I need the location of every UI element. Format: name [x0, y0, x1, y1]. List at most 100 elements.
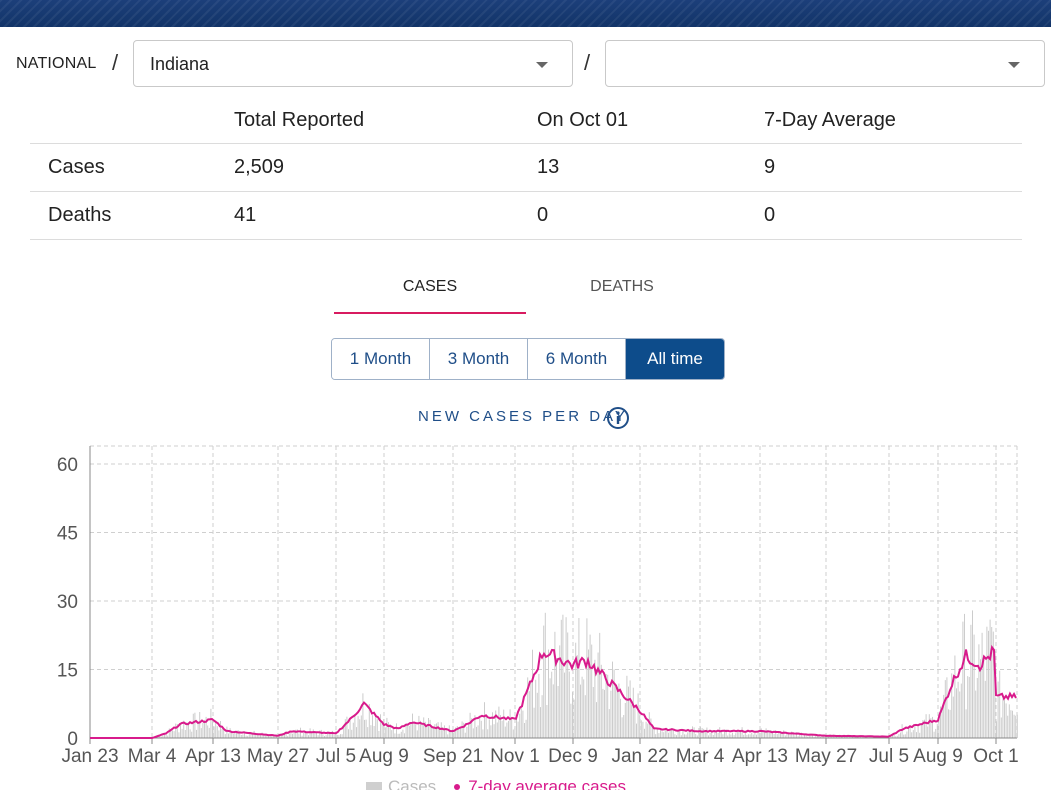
case-bar: [632, 687, 634, 738]
case-bar: [687, 732, 689, 738]
case-bar: [178, 732, 180, 738]
case-bar: [533, 707, 535, 738]
case-bar: [967, 676, 969, 738]
case-bar: [912, 730, 914, 738]
tab-deaths[interactable]: DEATHS: [590, 278, 654, 295]
case-bar: [735, 733, 737, 738]
case-bar: [341, 734, 343, 738]
case-bar: [410, 722, 412, 738]
x-tick-label: Jul 5: [316, 746, 356, 767]
x-tick-label: Jan 22: [611, 746, 668, 767]
case-bar: [173, 731, 175, 738]
case-bar: [743, 734, 745, 738]
case-bar: [500, 715, 501, 738]
tab-cases[interactable]: CASES: [334, 262, 526, 314]
case-bar: [183, 720, 185, 738]
case-bar: [836, 736, 837, 738]
case-bar: [919, 732, 921, 738]
county-select[interactable]: [605, 40, 1045, 87]
case-bar: [938, 718, 940, 738]
case-bar: [968, 677, 970, 738]
case-bar: [210, 708, 212, 738]
case-bar: [688, 731, 690, 738]
case-bar: [501, 720, 503, 738]
case-bar: [508, 720, 509, 738]
case-bar: [349, 720, 351, 738]
breadcrumb-national-link[interactable]: NATIONAL: [16, 55, 97, 72]
case-bar: [767, 730, 769, 738]
case-bar: [794, 735, 796, 738]
case-bar: [293, 732, 295, 738]
case-bar: [384, 727, 386, 738]
case-bar: [296, 729, 298, 738]
case-bar: [797, 735, 799, 738]
case-bar: [658, 733, 660, 738]
case-bar: [815, 735, 817, 738]
case-bar: [965, 709, 967, 738]
case-bar: [159, 735, 161, 738]
range-3-month-button[interactable]: 3 Month: [430, 339, 528, 379]
case-bar: [244, 733, 245, 738]
case-bar: [381, 722, 383, 738]
range-6-month-button[interactable]: 6 Month: [528, 339, 626, 379]
case-bar: [655, 734, 657, 738]
case-bar: [420, 720, 421, 738]
case-bar: [600, 664, 602, 738]
case-bar: [695, 734, 697, 738]
case-bar: [506, 722, 508, 738]
case-bar: [468, 724, 469, 738]
case-bar: [197, 723, 199, 738]
case-bar: [696, 735, 698, 738]
case-bar: [586, 618, 588, 738]
x-tick-label: Sep 21: [423, 746, 483, 767]
legend-avg-label: 7-day average cases: [468, 777, 627, 790]
cell-total: 2,509: [234, 142, 537, 191]
case-bar: [991, 627, 993, 738]
case-bar: [708, 735, 709, 738]
case-bar: [640, 720, 642, 738]
case-bar: [628, 686, 629, 738]
x-tick-label: Nov 1: [490, 746, 540, 767]
case-bar: [436, 723, 437, 738]
case-bar: [984, 680, 986, 738]
case-bar: [898, 734, 900, 738]
case-bar: [530, 680, 532, 738]
case-bar: [484, 702, 485, 738]
case-bar: [432, 726, 434, 738]
case-bar: [232, 733, 234, 738]
case-bar: [236, 732, 237, 738]
case-bar: [685, 734, 687, 738]
case-bar: [1013, 714, 1015, 738]
case-bar: [904, 734, 906, 738]
case-bar: [220, 721, 221, 738]
case-bar: [1000, 717, 1002, 738]
case-bar: [372, 715, 373, 738]
info-icon[interactable]: [606, 406, 630, 430]
case-bar: [250, 732, 252, 738]
case-bar: [176, 724, 178, 738]
case-bar: [388, 722, 389, 738]
case-bar: [568, 671, 570, 738]
case-bar: [317, 735, 319, 738]
case-bar: [760, 728, 762, 738]
case-bar: [960, 683, 962, 738]
case-bar: [560, 619, 562, 738]
case-bar: [608, 709, 610, 738]
case-bar: [946, 677, 948, 738]
case-bar: [970, 624, 972, 738]
case-bar: [221, 728, 223, 738]
case-bar: [439, 727, 441, 738]
case-bar: [492, 712, 493, 738]
case-bar: [386, 717, 388, 738]
case-bar: [247, 735, 249, 738]
range-all-time-button[interactable]: All time: [626, 339, 724, 379]
case-bar: [975, 690, 977, 738]
state-select[interactable]: Indiana: [133, 40, 573, 87]
case-bar: [812, 735, 813, 738]
range-1-month-button[interactable]: 1 Month: [332, 339, 430, 379]
case-bar: [181, 728, 183, 738]
case-bar: [165, 733, 167, 738]
case-bar: [314, 731, 316, 738]
case-bar: [1007, 715, 1009, 738]
